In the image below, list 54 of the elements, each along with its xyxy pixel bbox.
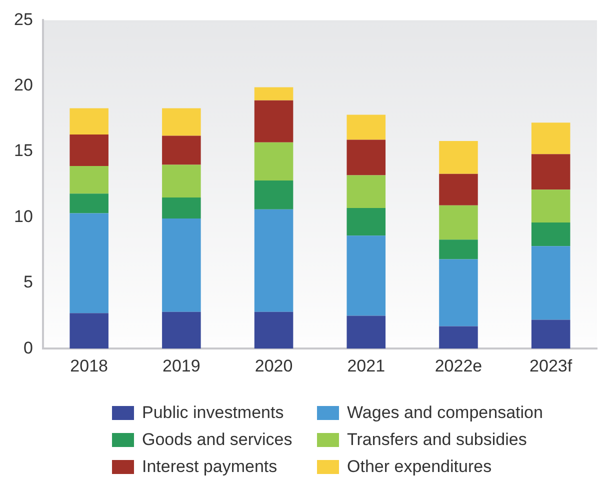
bar [531, 154, 570, 190]
bar [439, 205, 478, 240]
x-tick-label: 2023f [530, 356, 572, 376]
bar [70, 108, 108, 134]
x-tick-label: 2022e [434, 356, 482, 376]
bar [70, 313, 108, 349]
bar [70, 213, 108, 314]
x-tick-label: 2021 [347, 356, 386, 376]
legend-label: Interest payments [142, 457, 278, 477]
bar [439, 259, 478, 326]
bar [346, 236, 386, 316]
bar [439, 240, 478, 260]
bar [531, 320, 570, 349]
y-tick-label: 15 [14, 141, 33, 160]
bar [346, 114, 386, 140]
bar [254, 87, 294, 100]
y-tick-label: 25 [14, 10, 33, 29]
bar [346, 208, 386, 236]
legend-label: Transfers and subsidies [347, 430, 527, 450]
bar [531, 246, 570, 320]
bar [346, 316, 386, 349]
bar [346, 175, 386, 208]
x-tick-label: 2020 [254, 356, 293, 376]
bar [439, 141, 478, 174]
bar [439, 326, 478, 349]
bar [254, 180, 294, 210]
bar [346, 140, 386, 176]
x-tick-label: 2018 [70, 356, 108, 376]
bar [162, 312, 201, 349]
legend-label: Goods and services [142, 430, 292, 450]
bar [162, 218, 201, 312]
bar [254, 209, 294, 312]
legend-label: Other expenditures [347, 457, 492, 477]
y-tick-label: 0 [23, 338, 33, 358]
bar [162, 136, 201, 165]
bar [439, 174, 478, 206]
legend-label: Public investments [142, 403, 284, 423]
bar [70, 166, 108, 194]
bar [531, 222, 570, 246]
bar [531, 122, 570, 154]
bar [162, 164, 201, 198]
y-tick-label: 20 [14, 76, 33, 95]
bar [70, 194, 108, 214]
bar [254, 142, 294, 180]
bar [254, 100, 294, 142]
bar [254, 312, 294, 349]
y-tick-label: 10 [14, 206, 33, 226]
bar [531, 190, 570, 222]
bar [70, 134, 108, 166]
y-tick-label: 5 [23, 272, 33, 292]
x-tick-label: 2019 [162, 356, 200, 376]
bar [162, 108, 201, 136]
bar [162, 198, 201, 219]
legend-label: Wages and compensation [347, 403, 543, 423]
